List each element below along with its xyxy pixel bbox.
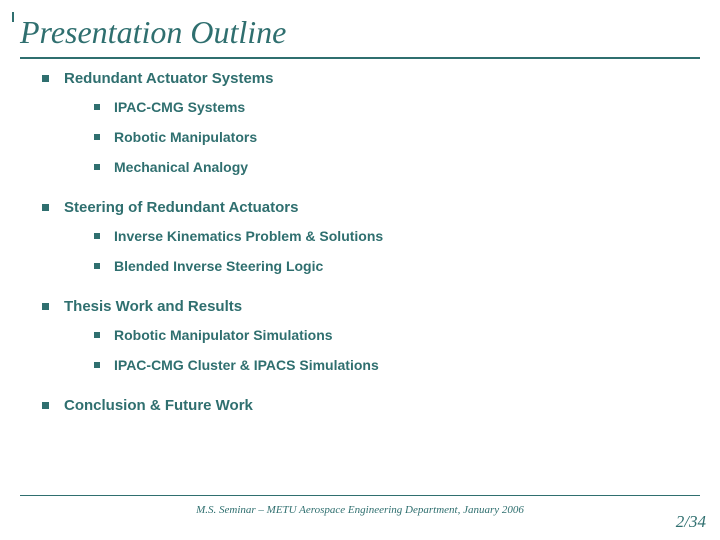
footer-text: M.S. Seminar – METU Aerospace Engineerin…: [0, 504, 720, 516]
outline-lvl2: IPAC-CMG Systems: [92, 99, 700, 115]
page-number: 2/34: [676, 512, 706, 532]
slide-title: Presentation Outline: [20, 14, 286, 55]
outline-lvl2: Mechanical Analogy: [92, 159, 700, 175]
outline-lvl2: Robotic Manipulators: [92, 129, 700, 145]
outline-content: Redundant Actuator Systems IPAC-CMG Syst…: [40, 66, 700, 490]
title-rule-bottom: [20, 57, 700, 59]
outline-lvl1: Thesis Work and Results: [40, 298, 700, 315]
outline-lvl2: Blended Inverse Steering Logic: [92, 258, 700, 274]
footer-rule: [20, 495, 700, 496]
outline-lvl1: Conclusion & Future Work: [40, 397, 700, 414]
outline-lvl2: Robotic Manipulator Simulations: [92, 327, 700, 343]
outline-lvl2: IPAC-CMG Cluster & IPACS Simulations: [92, 357, 700, 373]
title-region: Presentation Outline: [20, 14, 700, 59]
outline-lvl1: Steering of Redundant Actuators: [40, 199, 700, 216]
outline-lvl1: Redundant Actuator Systems: [40, 70, 700, 87]
outline-lvl2: Inverse Kinematics Problem & Solutions: [92, 228, 700, 244]
title-tick: [12, 12, 14, 22]
